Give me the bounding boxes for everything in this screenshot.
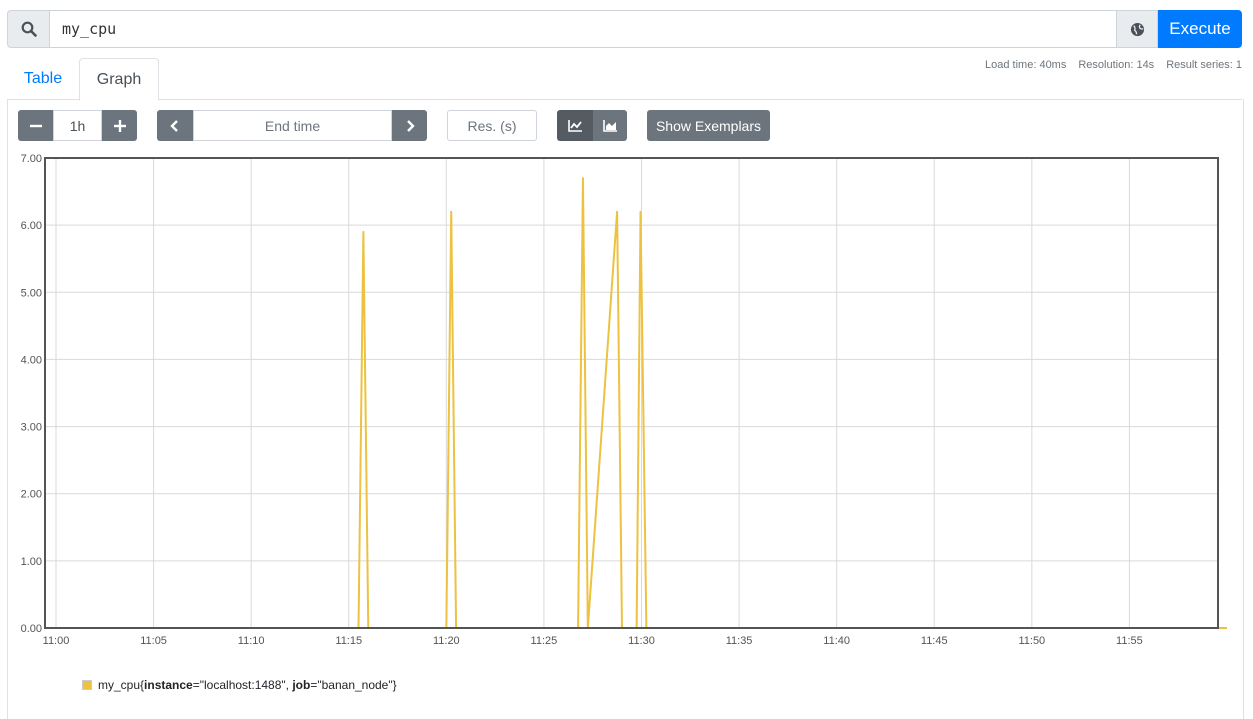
query-input[interactable]: my_cpu bbox=[49, 10, 1117, 48]
resolution-input[interactable]: Res. (s) bbox=[447, 110, 537, 141]
area-chart-icon bbox=[602, 120, 617, 132]
search-addon bbox=[7, 10, 49, 48]
search-icon bbox=[21, 21, 37, 37]
tab-graph[interactable]: Graph bbox=[79, 58, 159, 101]
chevron-left-icon bbox=[170, 119, 178, 132]
minus-icon bbox=[29, 124, 42, 127]
query-bar: my_cpu Execute bbox=[7, 10, 1242, 48]
x-tick-label: 11:00 bbox=[43, 635, 70, 647]
x-tick-label: 11:40 bbox=[823, 635, 850, 647]
stacked-mode-button[interactable] bbox=[593, 110, 627, 141]
y-tick-label: 3.00 bbox=[21, 422, 42, 434]
line-chart-icon bbox=[567, 120, 582, 132]
legend-swatch bbox=[82, 680, 92, 690]
range-input[interactable]: 1h bbox=[53, 110, 102, 141]
end-time-input[interactable]: End time bbox=[193, 110, 392, 141]
globe-icon bbox=[1130, 22, 1144, 36]
y-tick-label: 2.00 bbox=[21, 489, 42, 501]
y-tick-label: 1.00 bbox=[21, 556, 42, 568]
graph-panel bbox=[7, 99, 1244, 719]
load-time: Load time: 40ms bbox=[985, 59, 1067, 71]
query-stats: Load time: 40ms Resolution: 14s Result s… bbox=[985, 59, 1242, 71]
y-tick-label: 5.00 bbox=[21, 287, 42, 299]
execute-button[interactable]: Execute bbox=[1158, 10, 1242, 48]
increase-range-button[interactable] bbox=[102, 110, 137, 141]
plus-icon bbox=[113, 119, 126, 132]
legend-label[interactable]: my_cpu{instance="localhost:1488", job="b… bbox=[98, 678, 397, 692]
x-tick-label: 11:30 bbox=[628, 635, 655, 647]
show-exemplars-button[interactable]: Show Exemplars bbox=[647, 110, 770, 141]
next-time-button[interactable] bbox=[392, 110, 427, 141]
x-tick-label: 11:20 bbox=[433, 635, 460, 647]
plot-border bbox=[44, 157, 1219, 629]
chevron-right-icon bbox=[406, 119, 415, 132]
x-tick-label: 11:15 bbox=[335, 635, 362, 647]
y-tick-label: 0.00 bbox=[21, 623, 42, 635]
tab-table[interactable]: Table bbox=[23, 70, 63, 87]
time-series-chart: 0.00 1.00 2.00 3.00 4.00 5.00 6.00 7.00 11:00 11:… bbox=[21, 153, 1227, 647]
result-series: Result series: 1 bbox=[1166, 59, 1242, 71]
metrics-explorer-button[interactable] bbox=[1117, 10, 1158, 48]
decrease-range-button[interactable] bbox=[18, 110, 53, 141]
x-tick-label: 11:45 bbox=[921, 635, 948, 647]
x-tick-label: 11:50 bbox=[1018, 635, 1045, 647]
x-tick-label: 11:55 bbox=[1116, 635, 1143, 647]
x-tick-label: 11:35 bbox=[726, 635, 753, 647]
y-tick-label: 4.00 bbox=[21, 354, 42, 366]
tab-divider bbox=[7, 99, 1242, 100]
x-tick-label: 11:10 bbox=[238, 635, 265, 647]
y-tick-label: 6.00 bbox=[21, 220, 42, 232]
x-tick-label: 11:05 bbox=[140, 635, 167, 647]
resolution: Resolution: 14s bbox=[1078, 59, 1155, 71]
prev-time-button[interactable] bbox=[157, 110, 193, 141]
y-tick-label: 7.00 bbox=[21, 153, 42, 165]
x-tick-label: 11:25 bbox=[531, 635, 558, 647]
series-line bbox=[56, 177, 1227, 629]
legend: my_cpu{instance="localhost:1488", job="b… bbox=[82, 678, 397, 692]
line-mode-button[interactable] bbox=[557, 110, 593, 141]
